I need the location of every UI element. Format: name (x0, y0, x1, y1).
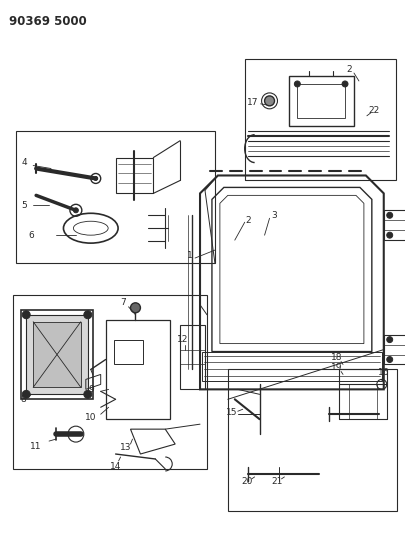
Text: 3: 3 (271, 211, 277, 220)
Text: 4: 4 (21, 158, 27, 167)
Text: 6: 6 (28, 231, 34, 240)
Circle shape (22, 311, 30, 319)
Bar (33, 322, 81, 387)
Bar (289, 76, 353, 126)
Text: 9: 9 (87, 385, 94, 394)
Text: 19: 19 (330, 363, 342, 372)
Text: 17: 17 (246, 99, 258, 107)
Circle shape (294, 81, 300, 87)
Circle shape (73, 208, 78, 213)
Text: 7: 7 (120, 298, 126, 308)
Bar (244, 59, 395, 181)
Text: 2: 2 (244, 216, 250, 225)
Bar (105, 320, 170, 419)
Circle shape (22, 390, 30, 398)
Bar (383, 211, 405, 240)
Text: 5: 5 (21, 201, 27, 210)
Circle shape (386, 337, 392, 343)
Bar (227, 369, 396, 511)
Circle shape (264, 96, 274, 106)
Circle shape (83, 311, 92, 319)
Text: 18: 18 (330, 353, 342, 362)
Circle shape (386, 232, 392, 238)
Bar (21, 310, 92, 399)
Bar (383, 335, 405, 365)
Circle shape (83, 390, 92, 398)
Text: 90369 5000: 90369 5000 (9, 15, 87, 28)
Text: 11: 11 (30, 441, 42, 450)
Text: 2: 2 (345, 64, 351, 74)
Text: 16: 16 (377, 368, 388, 377)
Text: 14: 14 (110, 463, 121, 472)
Circle shape (341, 81, 347, 87)
Text: 20: 20 (241, 478, 252, 487)
Text: 12: 12 (176, 335, 188, 344)
Bar (180, 325, 205, 389)
Text: 22: 22 (367, 106, 379, 115)
Text: 8: 8 (20, 395, 26, 404)
Bar (16, 131, 214, 263)
Bar (26, 315, 87, 394)
Text: 1: 1 (187, 251, 192, 260)
Circle shape (94, 176, 98, 181)
Bar (13, 295, 207, 469)
Circle shape (386, 357, 392, 362)
Text: 21: 21 (271, 478, 282, 487)
Bar (115, 158, 153, 193)
Text: 13: 13 (119, 442, 131, 451)
Bar (202, 352, 381, 382)
Text: 15: 15 (226, 408, 237, 417)
Circle shape (130, 303, 140, 313)
Bar (113, 340, 143, 365)
Circle shape (386, 212, 392, 218)
Text: 10: 10 (85, 413, 96, 422)
Bar (296, 84, 344, 118)
